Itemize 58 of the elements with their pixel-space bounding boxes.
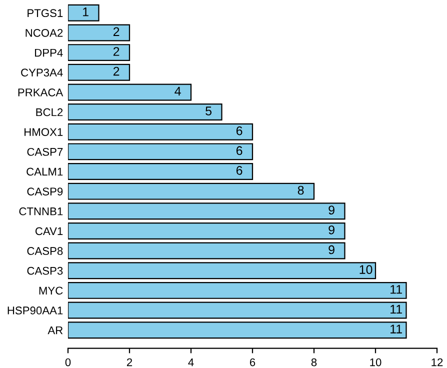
data-label: 2 — [113, 27, 120, 36]
y-tick-label: CASP9 — [27, 188, 63, 196]
x-tick-label: 10 — [370, 358, 382, 366]
bar — [68, 123, 254, 140]
y-tick-label: CTNNB1 — [19, 207, 63, 216]
y-tick-label: CAV1 — [35, 227, 63, 236]
data-label: 9 — [328, 225, 334, 234]
y-tick-label: CALM1 — [26, 168, 63, 176]
data-label: 8 — [298, 186, 304, 195]
bar — [68, 4, 100, 22]
bar — [68, 24, 130, 42]
bar — [68, 282, 407, 299]
x-tick-label: 4 — [188, 358, 194, 366]
data-label: 10 — [360, 265, 372, 274]
y-tick-label: CASP3 — [27, 266, 63, 275]
data-label: 2 — [113, 47, 120, 56]
y-tick-label: PTGS1 — [28, 9, 63, 18]
bar — [68, 222, 346, 240]
x-tick-label: 0 — [65, 358, 71, 366]
y-tick-label: BCL2 — [36, 108, 63, 116]
data-label: 9 — [328, 206, 334, 215]
y-tick-label: NCOA2 — [26, 29, 63, 37]
y-tick-label: CASP8 — [27, 247, 63, 255]
bar — [68, 143, 254, 160]
data-label: 9 — [328, 245, 334, 254]
data-label: 4 — [174, 86, 181, 96]
data-label: 2 — [113, 66, 120, 76]
bar — [68, 104, 222, 121]
data-label: 6 — [236, 166, 242, 175]
bar — [68, 242, 346, 260]
y-tick-label: MYC — [39, 286, 63, 295]
bar — [68, 163, 254, 180]
data-label: 1 — [83, 8, 88, 16]
bar — [68, 322, 407, 339]
x-tick-label: 6 — [250, 358, 256, 366]
data-label: 11 — [390, 304, 402, 314]
bar — [68, 64, 130, 81]
bar — [68, 302, 407, 319]
y-tick-label: HSP90AA1 — [8, 306, 63, 314]
x-tick-label: 2 — [126, 358, 132, 366]
bar — [68, 84, 192, 101]
x-tick-label: 8 — [311, 358, 317, 366]
y-tick-label: CYP3A4 — [21, 68, 63, 77]
bar — [68, 182, 315, 200]
bar — [68, 202, 346, 220]
y-tick-label: AR — [48, 326, 63, 334]
y-tick-label: DPP4 — [35, 48, 63, 57]
y-tick-label: HMOX1 — [24, 128, 63, 136]
x-tick-label: 12 — [432, 358, 443, 366]
data-label: 6 — [236, 126, 242, 136]
data-label: 5 — [206, 106, 212, 116]
data-label: 11 — [390, 324, 402, 334]
y-tick-label: CASP7 — [27, 148, 63, 156]
bar — [68, 262, 376, 280]
data-label: 6 — [236, 146, 242, 156]
y-tick-label: PRKACA — [18, 88, 64, 96]
data-label: 11 — [390, 285, 402, 294]
bar — [68, 44, 130, 62]
